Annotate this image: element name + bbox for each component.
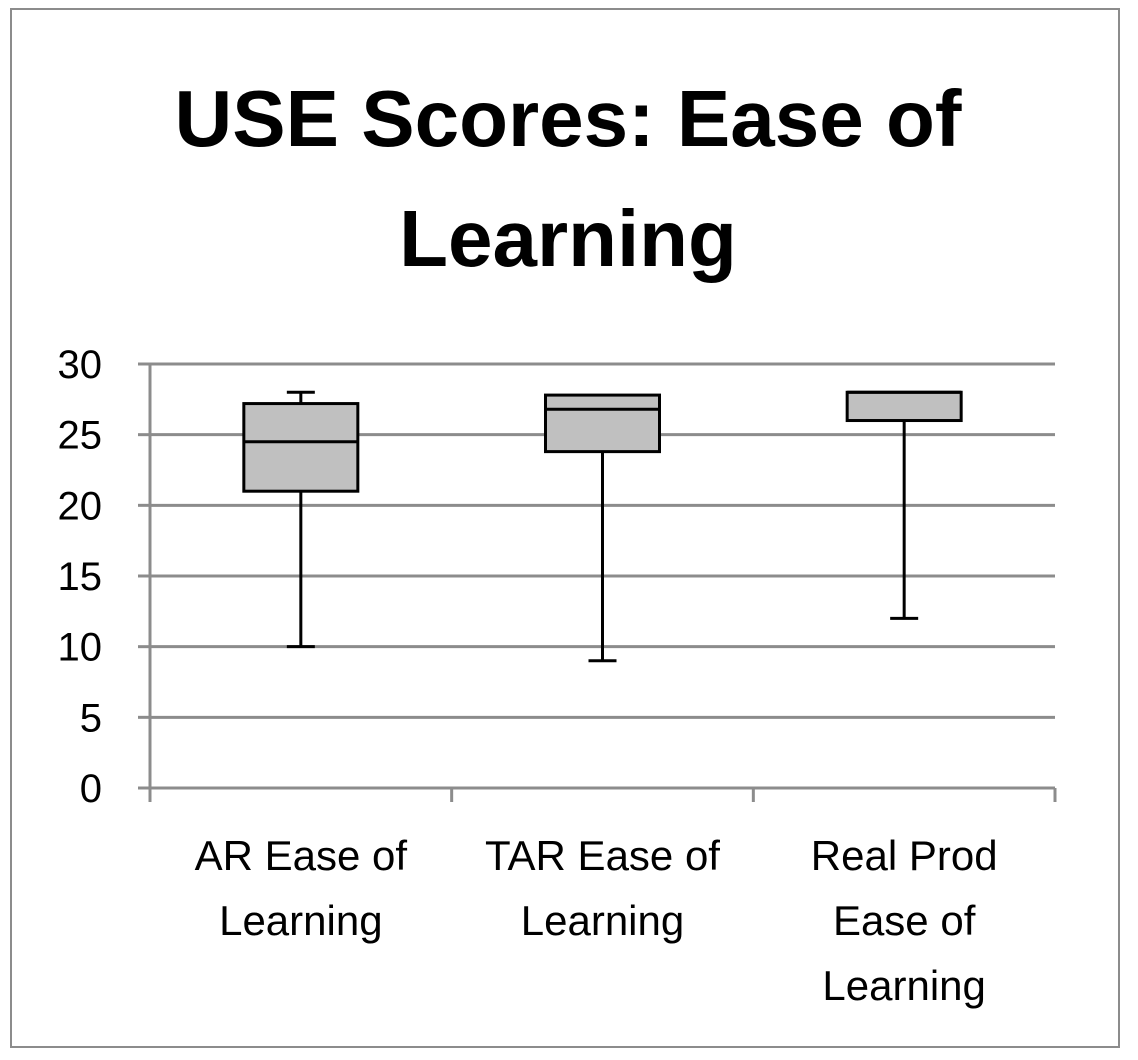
- y-tick-label-25: 25: [58, 414, 103, 458]
- y-tick-label-15: 15: [58, 555, 103, 599]
- box-2: [544, 393, 661, 663]
- chart-title-line-1: USE Scores: Ease of: [175, 74, 962, 163]
- y-tick-label-0: 0: [80, 767, 102, 811]
- category-label-2-line-1: TAR Ease of: [485, 832, 720, 879]
- iqr-box-2: [544, 393, 661, 454]
- box-1: [242, 390, 360, 649]
- category-label-1-line-1: AR Ease of: [195, 832, 408, 879]
- category-label-3-line-3: Learning: [822, 962, 985, 1009]
- axes: [138, 362, 1057, 802]
- y-tick-labels: 0 5 10 15 20 25 30: [58, 343, 103, 811]
- y-tick-label-30: 30: [58, 343, 103, 387]
- y-tick-label-10: 10: [58, 626, 103, 670]
- category-label-3-line-2: Ease of: [833, 897, 976, 944]
- category-label-2-line-2: Learning: [521, 897, 684, 944]
- chart-title-line-2: Learning: [399, 194, 737, 283]
- box-3: [845, 390, 963, 620]
- category-labels: AR Ease of Learning TAR Ease of Learning Rea…: [195, 832, 998, 1009]
- category-label-3-line-1: Real Prod: [811, 832, 998, 879]
- y-tick-label-5: 5: [80, 696, 102, 740]
- iqr-box-1: [242, 402, 360, 493]
- iqr-box-3: [845, 390, 963, 423]
- chart-frame: [10, 8, 1120, 1048]
- boxes: [242, 390, 963, 663]
- y-tick-label-20: 20: [58, 484, 103, 528]
- category-label-1-line-2: Learning: [219, 897, 382, 944]
